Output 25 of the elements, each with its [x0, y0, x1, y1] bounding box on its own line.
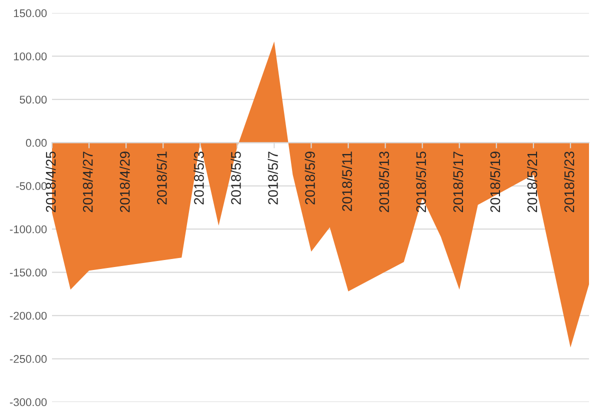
x-tick-label: 2018/5/21	[526, 152, 538, 212]
x-tick-label: 2018/4/25	[46, 152, 56, 212]
y-tick-label: -300.00	[10, 398, 47, 406]
x-tick-label: 2018/5/17	[452, 152, 464, 212]
x-tick-label: 2018/5/7	[268, 152, 278, 204]
y-tick-label: -250.00	[10, 355, 47, 363]
y-tick-label: -150.00	[10, 268, 47, 276]
x-tick-label: 2018/5/11	[342, 152, 352, 212]
y-tick-label: -100.00	[10, 225, 47, 234]
y-tick-label: -200.00	[10, 312, 47, 320]
x-tick-label: 2018/4/27	[82, 152, 93, 212]
y-tick-label: 150.00	[14, 9, 47, 18]
y-tick-label: 100.00	[14, 52, 47, 60]
y-tick-label: 0.00	[26, 138, 47, 147]
x-tick-label: 2018/5/19	[490, 152, 500, 212]
y-tick-label: 50.00	[20, 96, 47, 104]
x-tick-label: 2018/5/3	[194, 152, 204, 204]
x-tick-label: 2018/5/9	[304, 152, 315, 204]
x-tick-label: 2018/4/29	[120, 152, 130, 212]
x-tick-label: 2018/5/5	[230, 152, 241, 204]
x-tick-label: 2018/5/13	[378, 152, 390, 212]
x-tick-label: 2018/5/15	[416, 152, 426, 212]
x-tick-label: 2018/5/1	[156, 152, 167, 204]
x-tick-label: 2018/5/23	[564, 152, 574, 212]
y-tick-label: -50.00	[16, 182, 47, 190]
